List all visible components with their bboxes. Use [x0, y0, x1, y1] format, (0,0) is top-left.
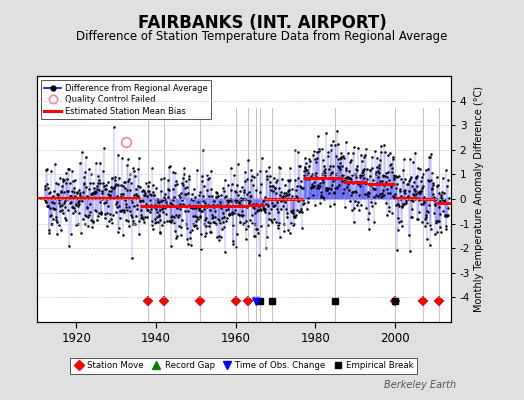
Text: Berkeley Earth: Berkeley Earth [384, 380, 456, 390]
Text: Difference of Station Temperature Data from Regional Average: Difference of Station Temperature Data f… [77, 30, 447, 43]
Legend: Difference from Regional Average, Quality Control Failed, Estimated Station Mean: Difference from Regional Average, Qualit… [41, 80, 211, 119]
Legend: Station Move, Record Gap, Time of Obs. Change, Empirical Break: Station Move, Record Gap, Time of Obs. C… [70, 358, 417, 374]
Text: FAIRBANKS (INT. AIRPORT): FAIRBANKS (INT. AIRPORT) [138, 14, 386, 32]
Y-axis label: Monthly Temperature Anomaly Difference (°C): Monthly Temperature Anomaly Difference (… [474, 86, 484, 312]
